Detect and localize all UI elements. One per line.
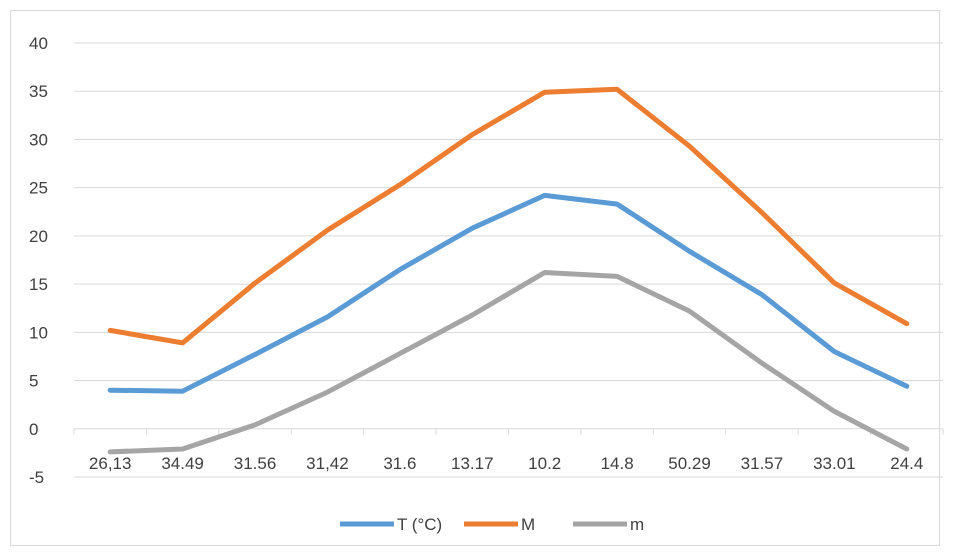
y-axis: -5 0 5 10 15 20 25 30 35 40: [29, 34, 48, 487]
series-lines: [107, 86, 910, 455]
gridlines: [74, 42, 943, 478]
x-tick-label: 34.49: [161, 454, 204, 473]
y-tick-label: 5: [29, 372, 38, 391]
x-axis: 26,13 34.49 31.56 31,42 31.6 13.17 10.2 14.8 50.…: [73, 428, 944, 473]
y-tick-label: 20: [29, 227, 48, 246]
legend-label: m: [630, 515, 644, 534]
x-tick-label: 31.56: [234, 454, 277, 473]
x-tick-label: 10.2: [528, 454, 561, 473]
y-tick-label: 10: [29, 323, 48, 342]
x-tick-label: 33.01: [813, 454, 856, 473]
x-tick-label: 26,13: [89, 454, 132, 473]
y-tick-label: 30: [29, 130, 48, 149]
y-tick-label: 15: [29, 275, 48, 294]
y-tick-label: 0: [29, 420, 38, 439]
x-tick-label: 14.8: [601, 454, 634, 473]
series-line-3: [107, 270, 910, 455]
legend-label: T (°C): [397, 515, 442, 534]
x-tick-label: 24.4: [890, 454, 923, 473]
x-tick-label: 13.17: [451, 454, 494, 473]
x-tick-label: 31.57: [741, 454, 784, 473]
y-tick-label: 35: [29, 82, 48, 101]
legend-label: M: [521, 515, 535, 534]
x-tick-label: 31,42: [306, 454, 349, 473]
y-tick-label: 25: [29, 179, 48, 198]
y-tick-label: -5: [29, 468, 44, 487]
series-line-2: [107, 86, 910, 346]
y-tick-label: 40: [29, 34, 48, 53]
chart-area: [10, 10, 940, 546]
x-tick-label: 50.29: [668, 454, 711, 473]
x-tick-label: 31.6: [383, 454, 416, 473]
series-line-1: [107, 192, 910, 394]
